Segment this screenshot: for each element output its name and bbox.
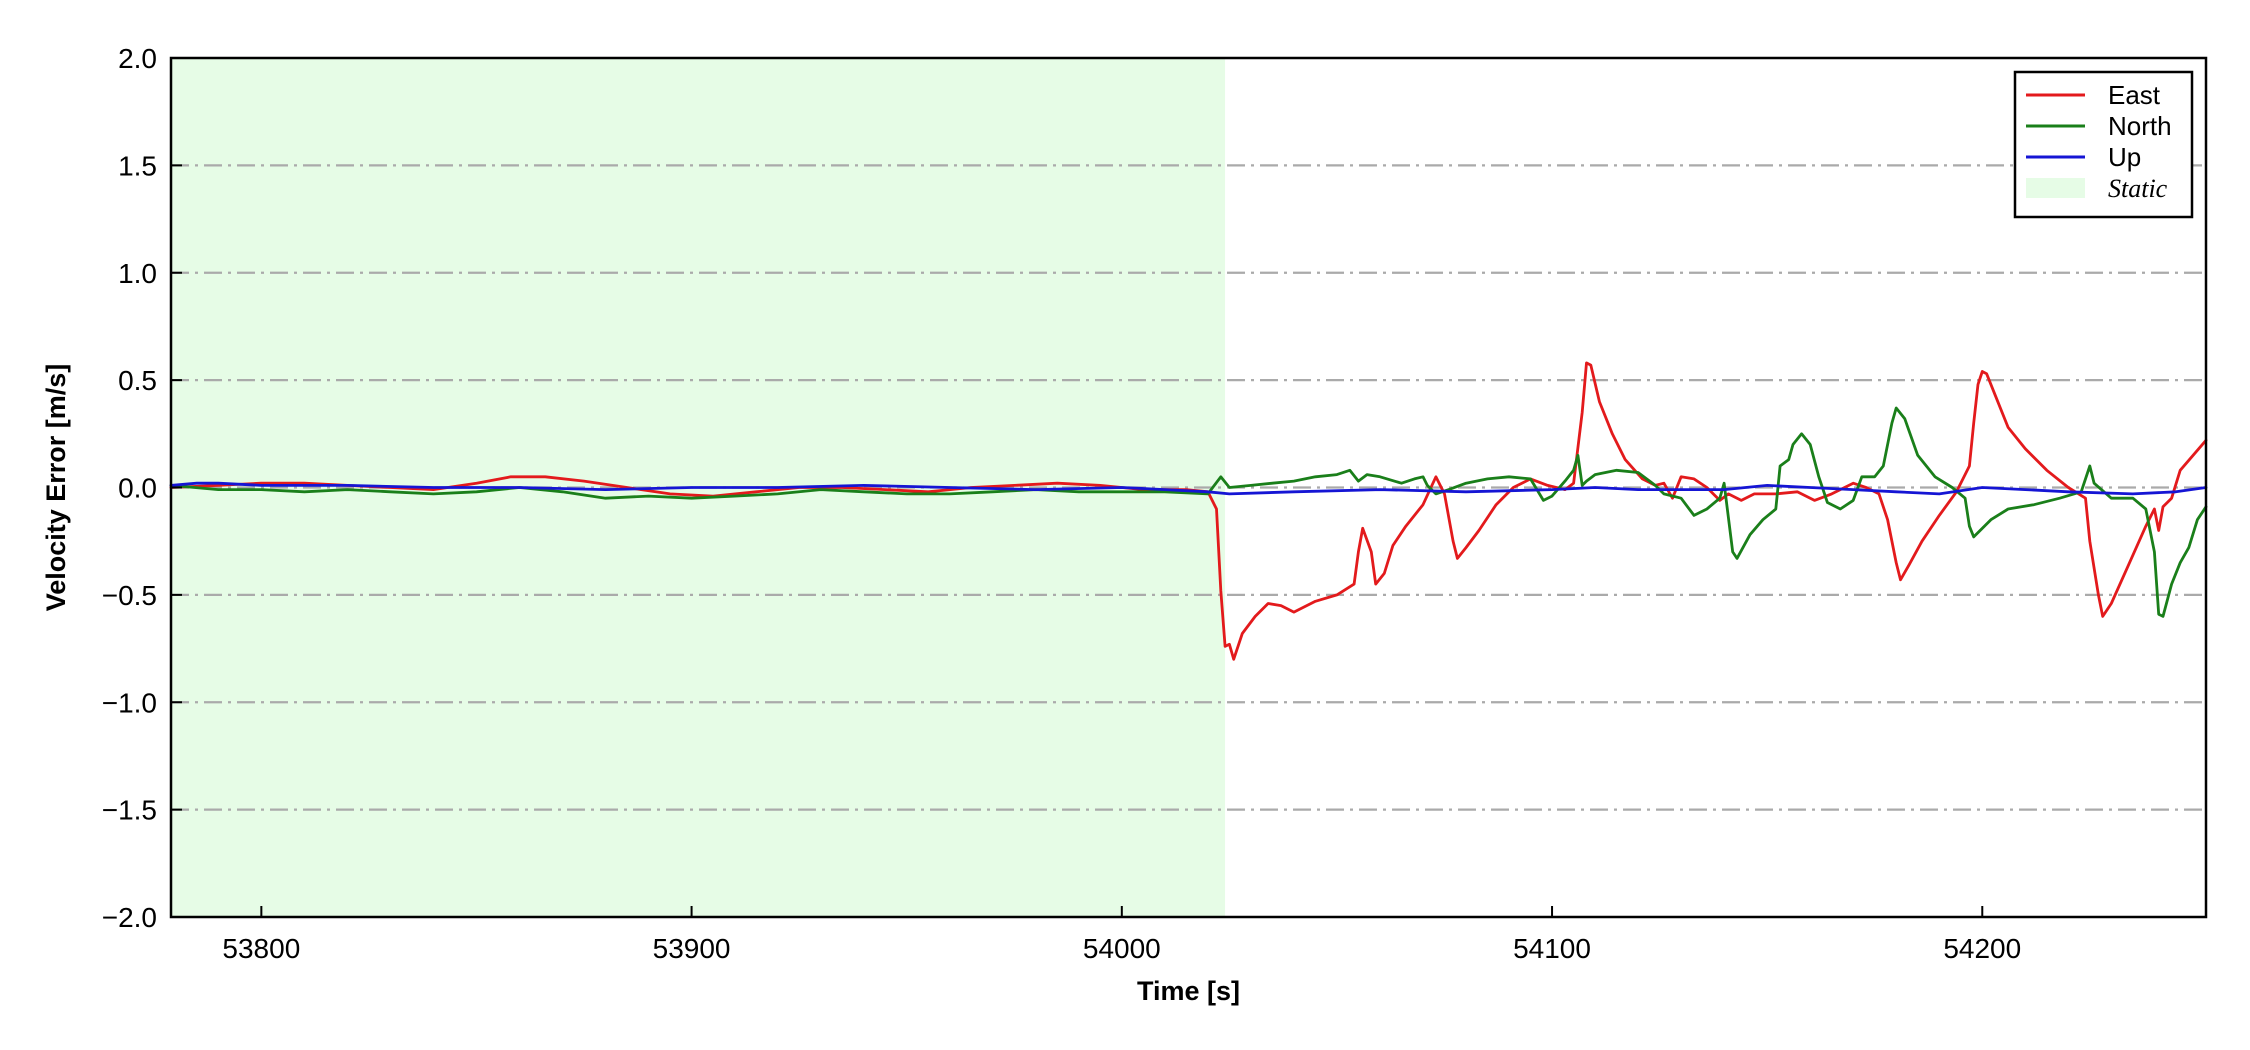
series-lines: [169, 361, 2208, 661]
y-tick-label: 1.0: [118, 258, 157, 289]
y-axis: 2.0 1.5 1.0 0.5 0.0 −0.5 −1.0 −1.5 −2.0: [102, 43, 182, 933]
legend-label: North: [2108, 111, 2172, 141]
legend-swatch: [2026, 178, 2085, 198]
legend-label: Up: [2108, 142, 2141, 172]
legend-label: East: [2108, 80, 2161, 110]
y-tick-label: 1.5: [118, 150, 157, 181]
x-tick-label: 54000: [1083, 933, 1161, 964]
y-tick-label: −1.0: [102, 687, 157, 718]
series-line-north: [169, 406, 2208, 618]
y-tick-label: −2.0: [102, 902, 157, 933]
x-tick-label: 54100: [1513, 933, 1591, 964]
x-tick-label: 53900: [653, 933, 731, 964]
series-line-up: [169, 481, 2208, 496]
y-tick-label: −0.5: [102, 580, 157, 611]
y-tick-label: 2.0: [118, 43, 157, 74]
legend-label: Static: [2108, 174, 2168, 203]
y-tick-label: 0.5: [118, 365, 157, 396]
x-tick-label: 53800: [222, 933, 300, 964]
y-tick-label: 0.0: [118, 473, 157, 504]
x-tick-label: 54200: [1943, 933, 2021, 964]
y-axis-title: Velocity Error [m/s]: [41, 364, 71, 612]
x-axis-title: Time [s]: [1137, 976, 1240, 1006]
x-axis: 53800 53900 54000 54100 54200: [222, 906, 2021, 964]
y-tick-label: −1.5: [102, 795, 157, 826]
